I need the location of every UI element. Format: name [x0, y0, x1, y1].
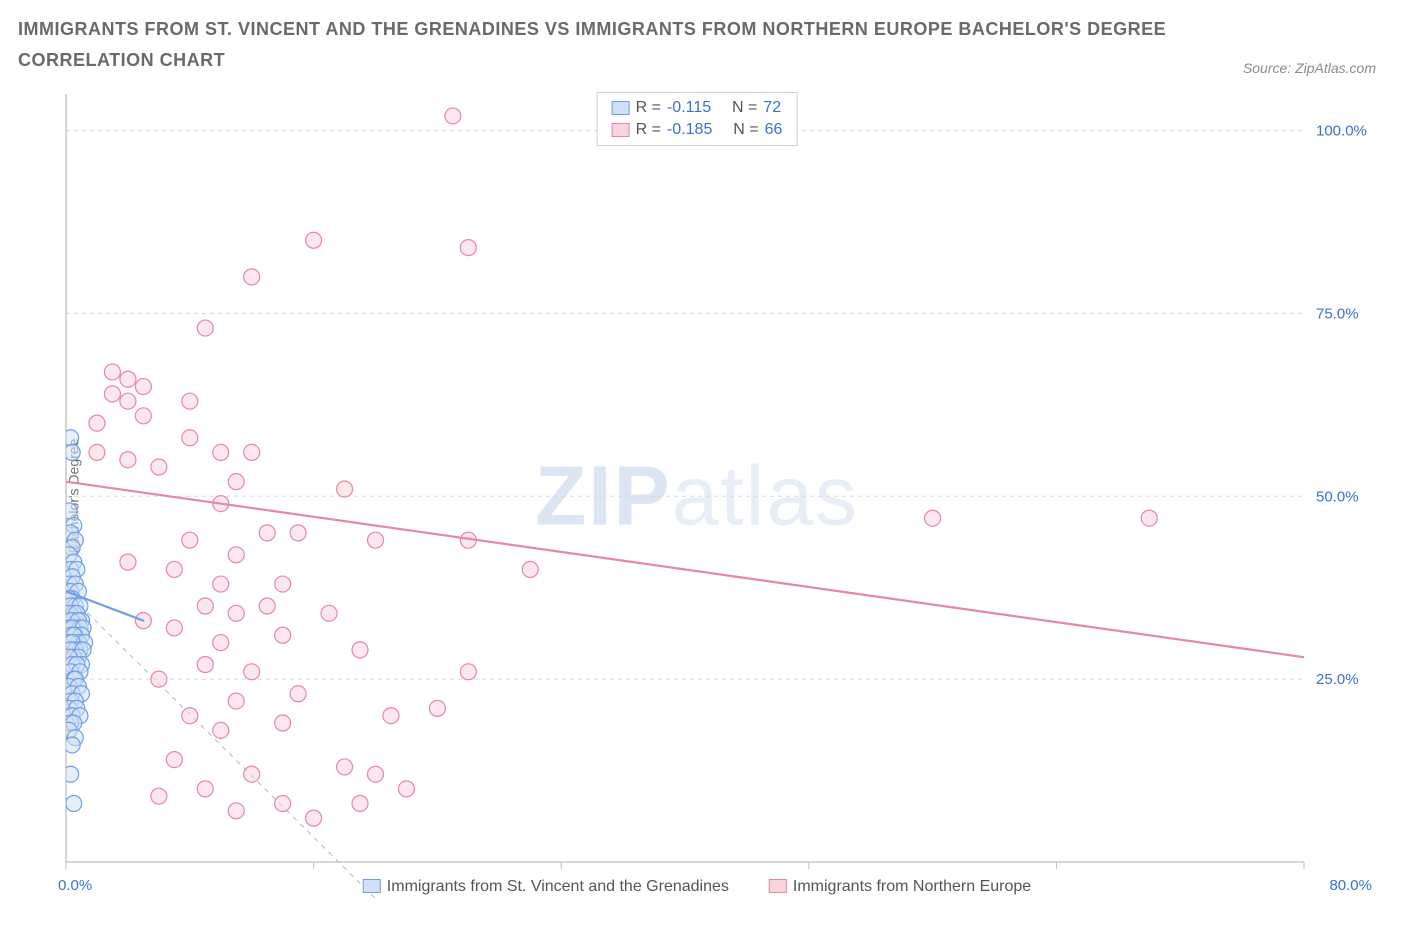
- legend-item-2: Immigrants from Northern Europe: [769, 878, 1031, 896]
- n-label-2: N =: [733, 121, 758, 139]
- n-value-2: 66: [765, 121, 783, 139]
- source-attribution: Source: ZipAtlas.com: [1243, 60, 1376, 76]
- n-value-1: 72: [763, 99, 781, 117]
- svg-text:50.0%: 50.0%: [1316, 488, 1359, 505]
- title-line-1: IMMIGRANTS FROM ST. VINCENT AND THE GREN…: [18, 19, 1166, 39]
- series1-swatch: [612, 101, 630, 115]
- x-axis-end-label: 80.0%: [1329, 877, 1372, 894]
- x-axis-start-label: 0.0%: [58, 877, 92, 894]
- svg-text:25.0%: 25.0%: [1316, 671, 1359, 688]
- chart-title: IMMIGRANTS FROM ST. VINCENT AND THE GREN…: [18, 14, 1266, 75]
- legend-item-1: Immigrants from St. Vincent and the Gren…: [363, 878, 729, 896]
- stats-legend: R = -0.115 N = 72 R = -0.185 N = 66: [597, 92, 798, 146]
- title-line-2: CORRELATION CHART: [18, 50, 225, 70]
- n-label-1: N =: [732, 99, 757, 117]
- r-label-1: R =: [636, 99, 661, 117]
- r-label-2: R =: [636, 121, 661, 139]
- series1-label: Immigrants from St. Vincent and the Gren…: [387, 878, 729, 895]
- r-value-1: -0.115: [667, 99, 711, 117]
- stats-row-1: R = -0.115 N = 72: [612, 97, 783, 119]
- series1-swatch-bottom: [363, 879, 381, 893]
- r-value-2: -0.185: [667, 121, 712, 139]
- svg-text:100.0%: 100.0%: [1316, 123, 1367, 140]
- stats-row-2: R = -0.185 N = 66: [612, 119, 783, 141]
- chart-area: Bachelor's Degree ZIPatlas 25.0%50.0%75.…: [18, 92, 1376, 900]
- scatter-plot: 25.0% 50.0% 75.0% 100.0%: [58, 92, 1376, 900]
- series2-label: Immigrants from Northern Europe: [793, 878, 1031, 895]
- series-legend: Immigrants from St. Vincent and the Gren…: [363, 878, 1031, 896]
- svg-text:75.0%: 75.0%: [1316, 305, 1359, 322]
- series2-swatch: [612, 123, 630, 137]
- series2-swatch-bottom: [769, 879, 787, 893]
